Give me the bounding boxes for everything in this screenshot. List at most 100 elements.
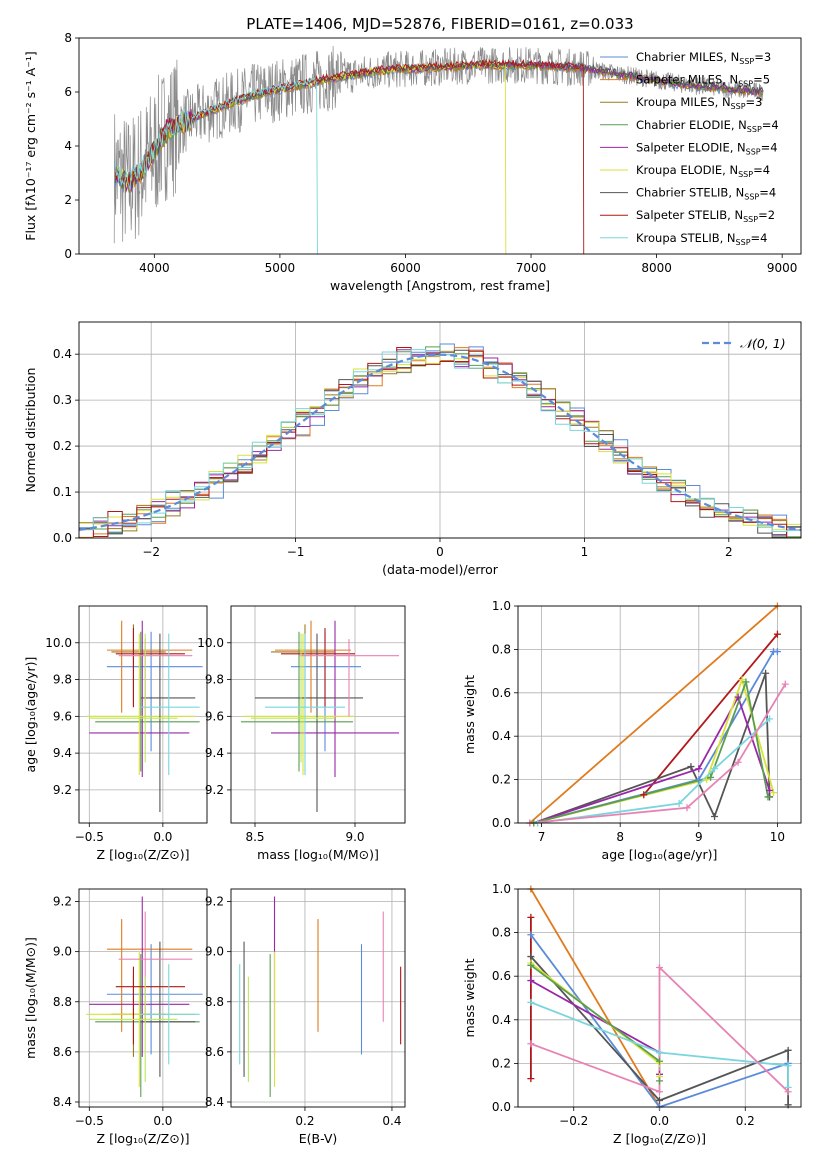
- x-tick-label: 0.0: [153, 1114, 172, 1128]
- legend-entry: Salpeter MILES, NSSP=5: [636, 73, 770, 89]
- mass-vs-metallicity-panel-plot-area: [86, 896, 203, 1097]
- data-point-marker: [711, 765, 719, 773]
- data-point-marker: [527, 1040, 535, 1048]
- x-tick-label: 0.0: [153, 830, 172, 844]
- y-tick-label: 0.3: [53, 393, 72, 407]
- data-point-marker: [527, 931, 535, 939]
- x-tick-label: 7: [538, 830, 546, 844]
- data-point-marker: [766, 786, 774, 794]
- histogram-step-line: [79, 347, 801, 538]
- x-tick-label: 8: [616, 830, 624, 844]
- x-tick-label: 0.2: [295, 1114, 314, 1128]
- axes-frame: [517, 888, 802, 1108]
- x-axis-label: E(B-V): [299, 1131, 338, 1146]
- mass-weight-line: [530, 934, 789, 1107]
- mass-vs-extinction-panel-plot-area: [239, 896, 402, 1097]
- x-tick-label: 9: [695, 830, 703, 844]
- y-tick-label: 8.6: [205, 1045, 224, 1059]
- legend-entry: Salpeter STELIB, NSSP=2: [636, 208, 775, 224]
- y-tick-label: 1.0: [492, 882, 511, 896]
- data-point-marker: [711, 812, 719, 820]
- mass-vs-extinction-panel: 0.2 0.4 8.4 8.6 8.8 9.0 9.2 E(B-V): [205, 888, 406, 1146]
- y-tick-label: 10.0: [45, 636, 72, 650]
- age-vs-metallicity-panel: −0.5 0.0 9.2 9.4 9.6 9.8 10.0 Z [log₁₀(Z/Z⊙)] ag…: [23, 605, 208, 862]
- figure-title: PLATE=1406, MJD=52876, FIBERID=0161, z=0…: [246, 15, 633, 33]
- data-point-marker: [687, 763, 695, 771]
- x-tick-label: 10: [770, 830, 785, 844]
- y-tick-label: 4: [64, 139, 72, 153]
- x-tick-label: 7000: [516, 261, 547, 275]
- y-tick-label: 0.6: [492, 686, 511, 700]
- data-point-marker: [527, 977, 535, 985]
- y-tick-label: 0.0: [492, 816, 511, 830]
- legend-entry: 𝒩(0, 1): [740, 336, 786, 351]
- data-point-marker: [640, 791, 648, 799]
- legend-entry: Chabrier MILES, NSSP=3: [636, 50, 771, 66]
- x-tick-label: 8.5: [245, 830, 264, 844]
- histogram-plot-area: [79, 343, 801, 538]
- data-point-marker: [695, 765, 703, 773]
- spectrum-plot-area: [113, 45, 764, 254]
- y-tick-label: 9.8: [53, 673, 72, 687]
- data-point-marker: [707, 773, 715, 781]
- legend-entry: Kroupa STELIB, NSSP=4: [636, 231, 767, 247]
- mass-weight-line: [533, 694, 771, 823]
- mass-weight-line: [533, 672, 771, 823]
- y-tick-label: 9.2: [53, 895, 72, 909]
- y-tick-label: 0.2: [53, 439, 72, 453]
- normal-reference-curve: [79, 353, 801, 531]
- y-tick-label: 0: [64, 247, 72, 261]
- y-tick-label: 0.2: [492, 1056, 511, 1070]
- data-point-marker: [742, 678, 750, 686]
- x-tick-label: 0.0: [650, 1114, 669, 1128]
- data-point-marker: [656, 1096, 663, 1104]
- data-point-marker: [656, 963, 663, 971]
- y-tick-label: 0.4: [492, 1013, 511, 1027]
- legend-entry: Chabrier STELIB, NSSP=4: [636, 186, 776, 202]
- model-spectrum-line: [114, 58, 585, 254]
- mass-weight-line: [529, 683, 787, 823]
- data-point-marker: [656, 1088, 663, 1096]
- data-point-marker: [781, 680, 789, 688]
- data-point-marker: [527, 1075, 535, 1083]
- residual-panel: −2 −1 0 1 2 0.0 0.1 0.2 0.3 0.4 (data-model)/error…: [23, 321, 802, 577]
- y-tick-label: 0.6: [492, 969, 511, 983]
- x-tick-label: 4000: [139, 261, 170, 275]
- mass-weight-line: [533, 678, 769, 823]
- y-tick-label: 0.8: [492, 926, 511, 940]
- y-tick-label: 9.8: [205, 673, 224, 687]
- y-tick-label: 8.8: [53, 995, 72, 1009]
- x-axis-label: Z [log₁₀(Z/Z⊙)]: [97, 847, 190, 862]
- x-axis-label: Z [log₁₀(Z/Z⊙)]: [97, 1131, 190, 1146]
- x-tick-label: 5000: [265, 261, 296, 275]
- y-tick-label: 0.0: [492, 1100, 511, 1114]
- y-tick-label: 8.8: [205, 995, 224, 1009]
- y-tick-label: 6: [64, 85, 72, 99]
- y-tick-label: 9.0: [53, 945, 72, 959]
- data-point-marker: [527, 953, 535, 961]
- axes-frame: [78, 37, 802, 255]
- legend-entry: Salpeter ELODIE, NSSP=4: [636, 140, 778, 156]
- x-tick-label: 1: [581, 545, 589, 559]
- mass-vs-metallicity-panel: −0.5 0.0 8.4 8.6 8.8 9.0 9.2 Z [log₁₀(Z/Z⊙)] mas…: [23, 888, 208, 1146]
- y-tick-label: 2: [64, 193, 72, 207]
- y-tick-label: 0.4: [492, 729, 511, 743]
- x-tick-label: −0.5: [75, 830, 104, 844]
- mass-weight-line: [530, 1001, 789, 1088]
- data-point-marker: [703, 776, 711, 784]
- axes-frame: [230, 605, 406, 824]
- data-point-marker: [769, 789, 777, 797]
- x-axis-label: Z [log₁₀(Z/Z⊙)]: [613, 1131, 706, 1146]
- data-point-marker: [527, 913, 535, 921]
- y-tick-label: 8: [64, 31, 72, 45]
- data-point-marker: [784, 1046, 792, 1054]
- data-point-marker: [527, 961, 535, 969]
- legend-entry: Chabrier ELODIE, NSSP=4: [636, 118, 779, 134]
- histogram-step-line: [79, 350, 801, 531]
- y-tick-label: 9.6: [53, 709, 72, 723]
- y-tick-label: 10.0: [197, 636, 224, 650]
- histogram-step-line: [79, 349, 801, 538]
- axes-frame: [230, 888, 406, 1108]
- data-point-marker: [675, 799, 683, 807]
